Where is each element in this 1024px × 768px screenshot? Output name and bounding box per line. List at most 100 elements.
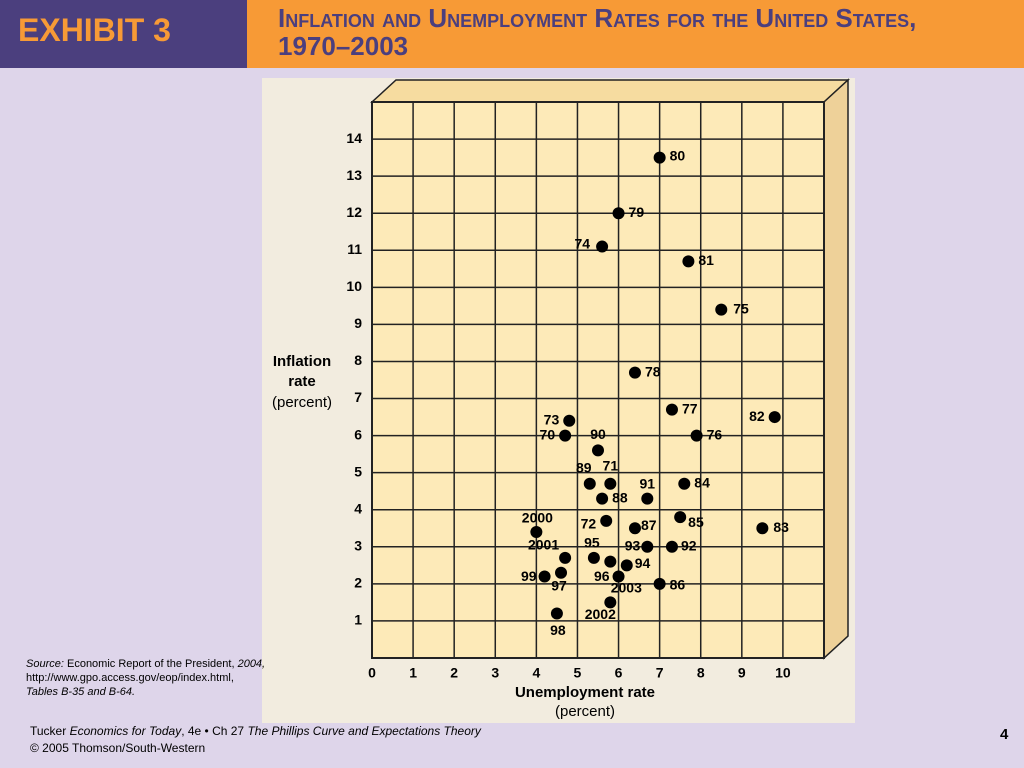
point-label: 2002: [585, 606, 616, 622]
point: [550, 607, 563, 620]
point: [678, 477, 691, 490]
point-label: 71: [603, 457, 619, 473]
point-label: 80: [670, 147, 686, 163]
y-tick-label: 7: [354, 389, 362, 405]
x-tick-label: 7: [656, 665, 664, 681]
header-right: [247, 0, 1024, 68]
point-label: 85: [688, 514, 704, 530]
point: [628, 366, 641, 379]
x-tick-label: 9: [738, 665, 746, 681]
point: [604, 477, 617, 490]
exhibit-label: EXHIBIT 3: [18, 12, 171, 48]
point: [612, 570, 625, 583]
point-label: 2003: [611, 579, 642, 595]
point: [715, 303, 728, 316]
y-tick-label: 14: [346, 130, 362, 146]
point-label: 82: [749, 408, 765, 424]
point: [555, 566, 568, 579]
footer-chapter: The Phillips Curve and Expectations Theo…: [247, 724, 481, 738]
point: [653, 151, 666, 164]
point: [596, 492, 609, 505]
point: [559, 551, 572, 564]
x-tick-label: 4: [532, 665, 540, 681]
footer-author: Tucker: [30, 724, 67, 738]
point-label: 70: [540, 426, 556, 442]
x-tick-label: 6: [615, 665, 623, 681]
x-tick-label: 3: [491, 665, 499, 681]
source-year: 2004,: [237, 658, 266, 670]
x-axis-sublabel: (percent): [554, 703, 616, 720]
point: [641, 540, 654, 553]
footer: Tucker Economics for Today, 4e • Ch 27 T…: [30, 723, 481, 757]
y-tick-label: 12: [346, 204, 362, 220]
point: [756, 522, 769, 535]
point: [600, 514, 613, 527]
point-label: 90: [590, 426, 606, 442]
point: [690, 429, 703, 442]
x-axis-label: Unemployment rate: [514, 684, 656, 701]
y-tick-label: 2: [354, 575, 362, 591]
plot-area: [371, 101, 825, 659]
point-label: 79: [629, 204, 645, 220]
point: [596, 240, 609, 253]
frame-top: [370, 79, 850, 103]
page-number: 4: [1000, 726, 1009, 743]
point-label: 89: [576, 459, 592, 475]
point: [653, 577, 666, 590]
point-label: 94: [635, 555, 651, 571]
point: [628, 522, 641, 535]
point: [641, 492, 654, 505]
point-label: 73: [544, 411, 560, 427]
point: [587, 551, 600, 564]
y-tick-label: 10: [346, 278, 362, 294]
point-label: 87: [641, 517, 657, 533]
point: [592, 444, 604, 457]
footer-edition: , 4e • Ch 27: [181, 724, 245, 738]
point-label: 2000: [522, 510, 553, 526]
y-axis-sublabel: (percent): [271, 394, 333, 411]
header-left: [0, 0, 247, 68]
point: [604, 555, 617, 568]
x-tick-label: 10: [775, 665, 791, 681]
point: [620, 559, 633, 572]
point-label: 98: [550, 622, 566, 638]
source-publication: Economic Report of the President,: [66, 658, 235, 670]
point-label: 74: [575, 235, 591, 251]
point-label: 77: [682, 400, 698, 416]
y-tick-label: 3: [354, 538, 362, 554]
point: [559, 429, 572, 442]
point: [530, 525, 543, 538]
point-label: 86: [670, 577, 686, 593]
x-tick-label: 5: [574, 665, 582, 681]
point-label: 91: [640, 475, 656, 491]
point: [665, 403, 678, 416]
point-label: 88: [612, 489, 628, 505]
y-tick-label: 13: [346, 167, 362, 183]
source-url: http://www.gpo.access.gov/eop/index.html…: [26, 672, 234, 684]
x-tick-label: 8: [697, 665, 705, 681]
point-label: 97: [551, 577, 567, 593]
point-label: 78: [645, 363, 661, 379]
point-label: 83: [773, 519, 789, 535]
y-axis-label: Inflation rate: [272, 353, 332, 390]
point-label: 93: [625, 538, 641, 554]
x-tick-label: 0: [368, 665, 376, 681]
point: [682, 255, 695, 268]
point: [674, 511, 687, 524]
y-tick-label: 11: [347, 241, 362, 257]
x-tick-label: 2: [450, 665, 458, 681]
point: [768, 411, 781, 424]
point-label: 81: [698, 252, 714, 268]
source-prefix: Source:: [26, 658, 64, 670]
point-label: 95: [584, 535, 600, 551]
y-tick-label: 4: [354, 500, 362, 516]
point-label: 92: [681, 538, 697, 554]
point: [538, 570, 551, 583]
point: [583, 477, 596, 490]
source: Source: Economic Report of the President…: [26, 657, 326, 699]
point: [563, 414, 576, 427]
source-tables: Tables B-35 and B-64.: [26, 686, 136, 698]
point-label: 84: [694, 474, 710, 490]
